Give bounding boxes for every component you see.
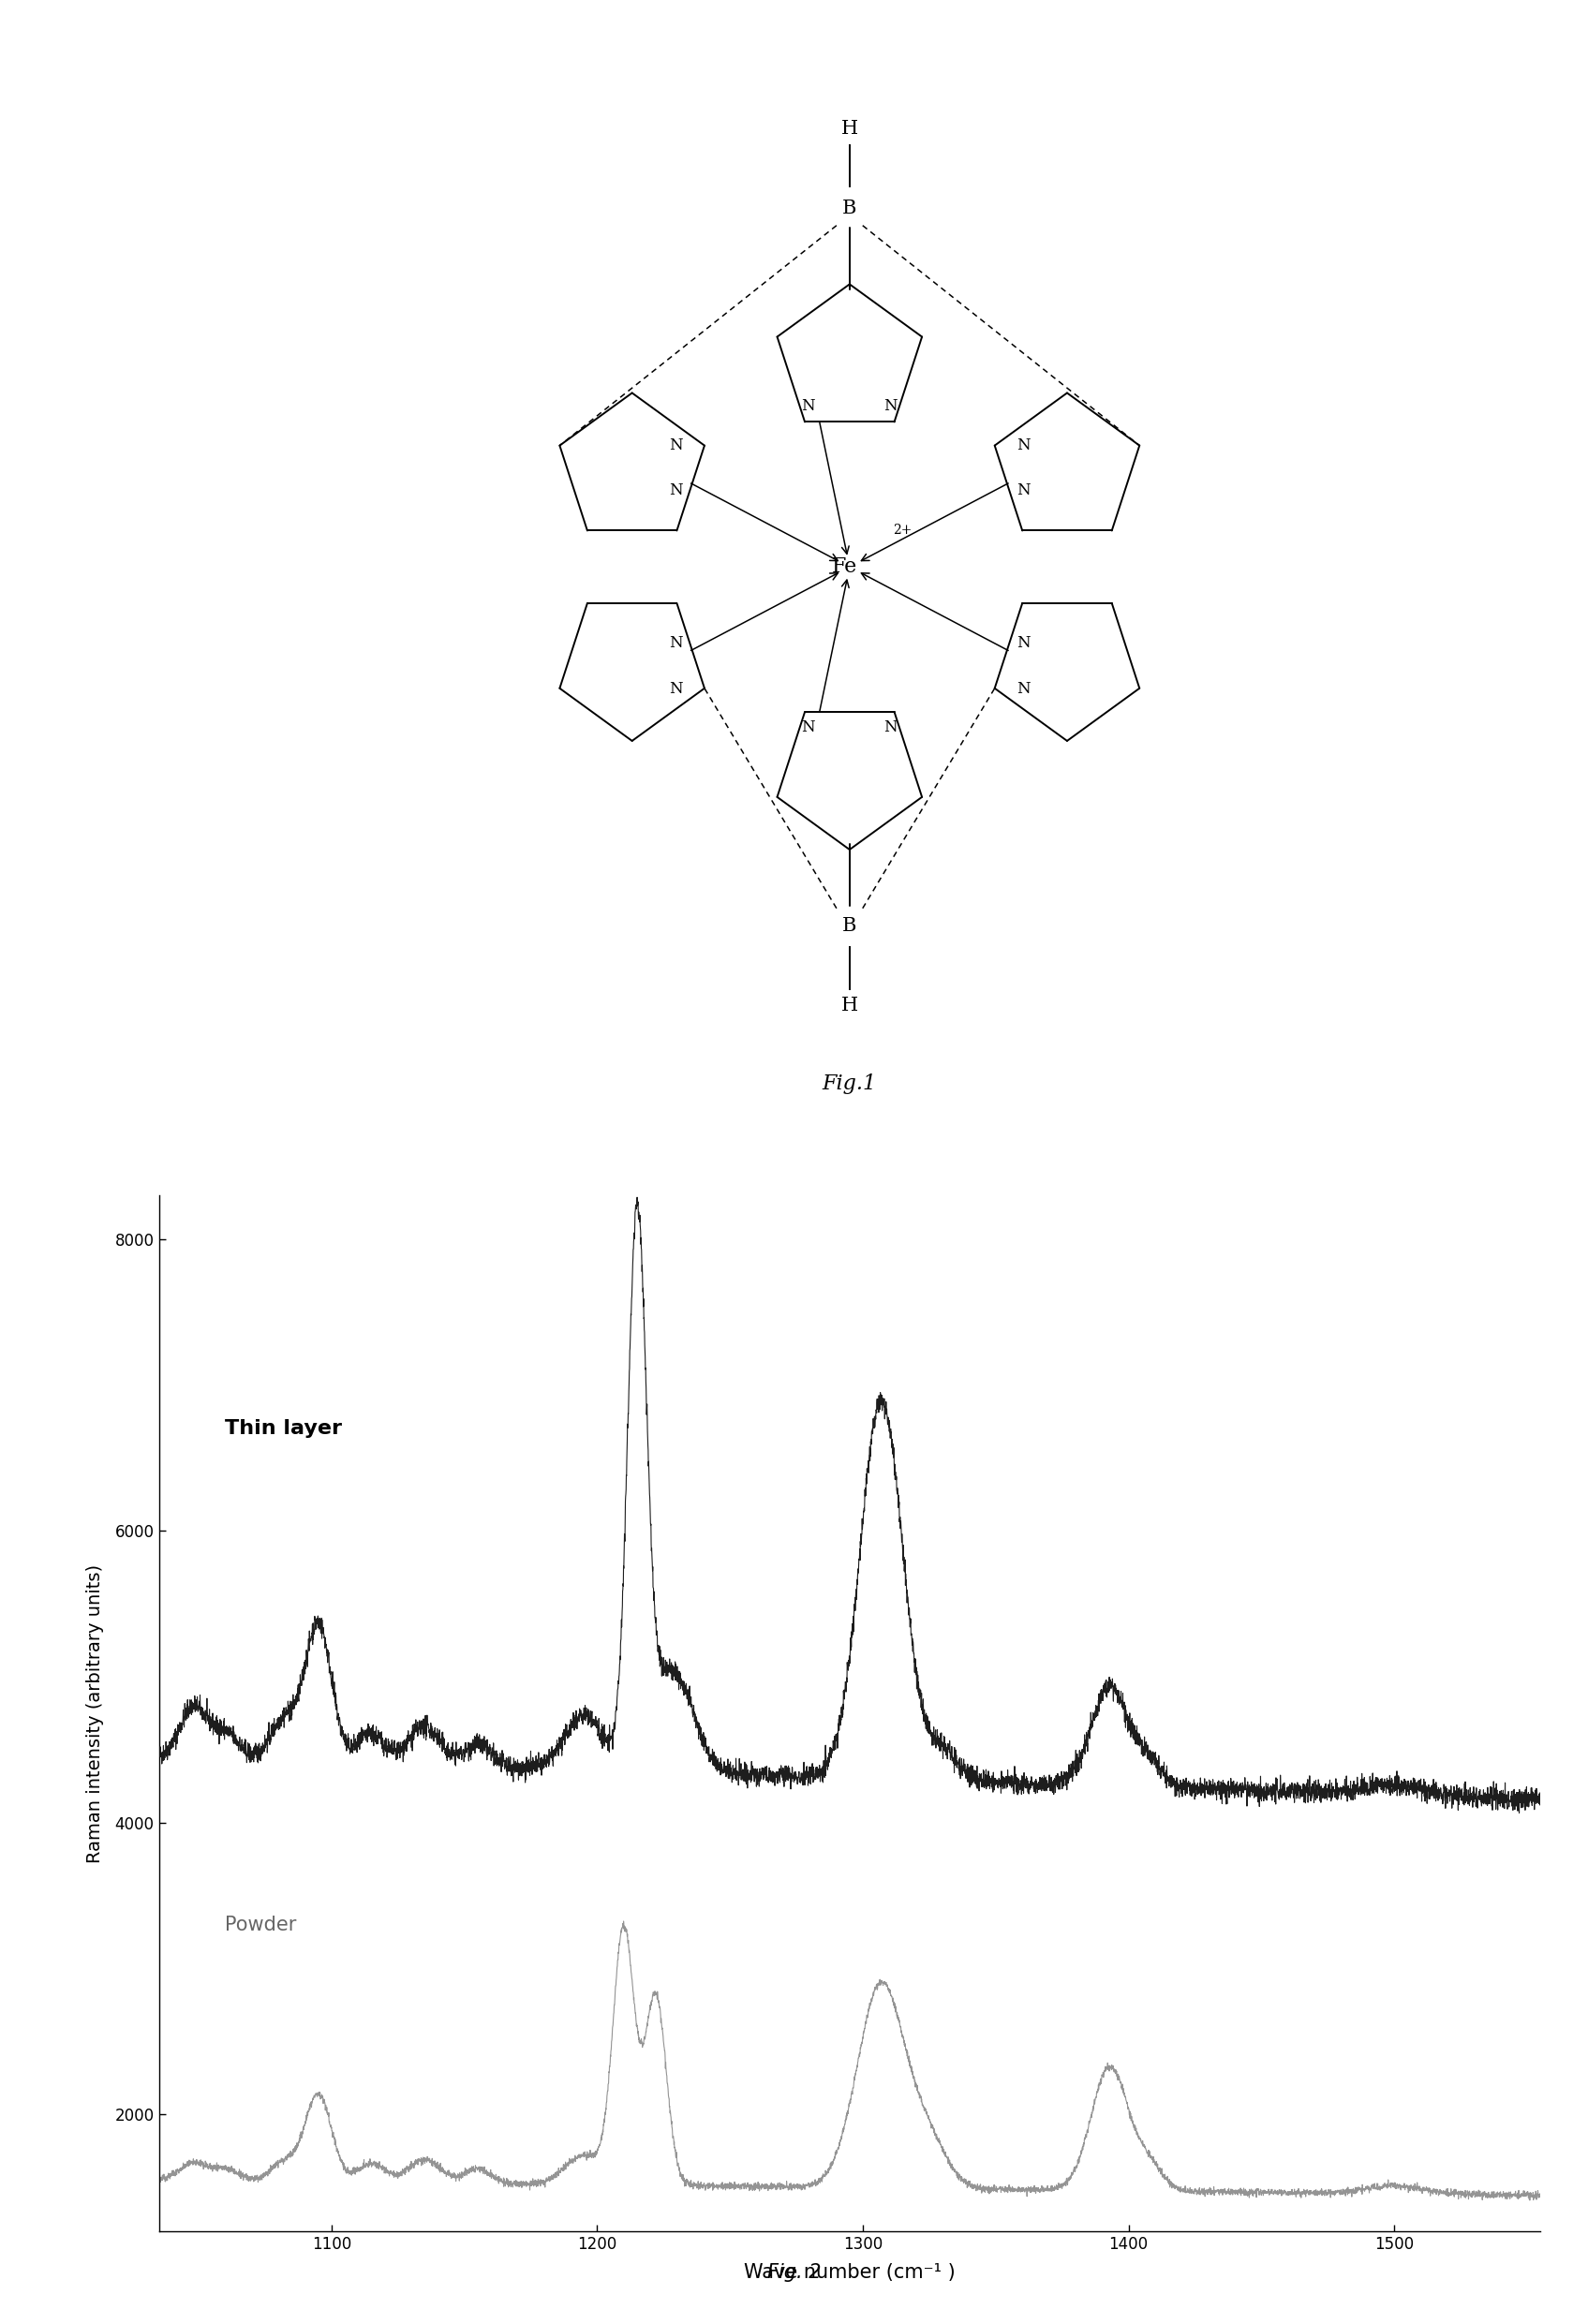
- Text: N: N: [669, 681, 683, 697]
- Text: Fe: Fe: [832, 558, 858, 576]
- Text: B: B: [842, 200, 858, 216]
- Text: N: N: [669, 634, 683, 651]
- Text: N: N: [1016, 483, 1031, 500]
- Text: N: N: [1016, 634, 1031, 651]
- Text: Powder: Powder: [225, 1915, 297, 1934]
- Text: H: H: [842, 119, 858, 137]
- Text: N: N: [669, 483, 683, 500]
- Text: N: N: [669, 437, 683, 453]
- Text: N: N: [885, 397, 897, 414]
- X-axis label: Wave number (cm⁻¹ ): Wave number (cm⁻¹ ): [743, 2264, 956, 2282]
- Text: N: N: [802, 720, 815, 737]
- Text: N: N: [1016, 681, 1031, 697]
- Text: Fig.1: Fig.1: [823, 1074, 877, 1095]
- Text: N: N: [802, 397, 815, 414]
- Text: N: N: [885, 720, 897, 737]
- Text: H: H: [842, 997, 858, 1013]
- Text: B: B: [842, 918, 858, 934]
- Text: Thin layer: Thin layer: [225, 1420, 343, 1439]
- Text: 2+: 2+: [892, 523, 912, 537]
- Text: Fig. 2: Fig. 2: [767, 2264, 821, 2282]
- Text: N: N: [1016, 437, 1031, 453]
- Y-axis label: Raman intensity (arbitrary units): Raman intensity (arbitrary units): [87, 1564, 105, 1864]
